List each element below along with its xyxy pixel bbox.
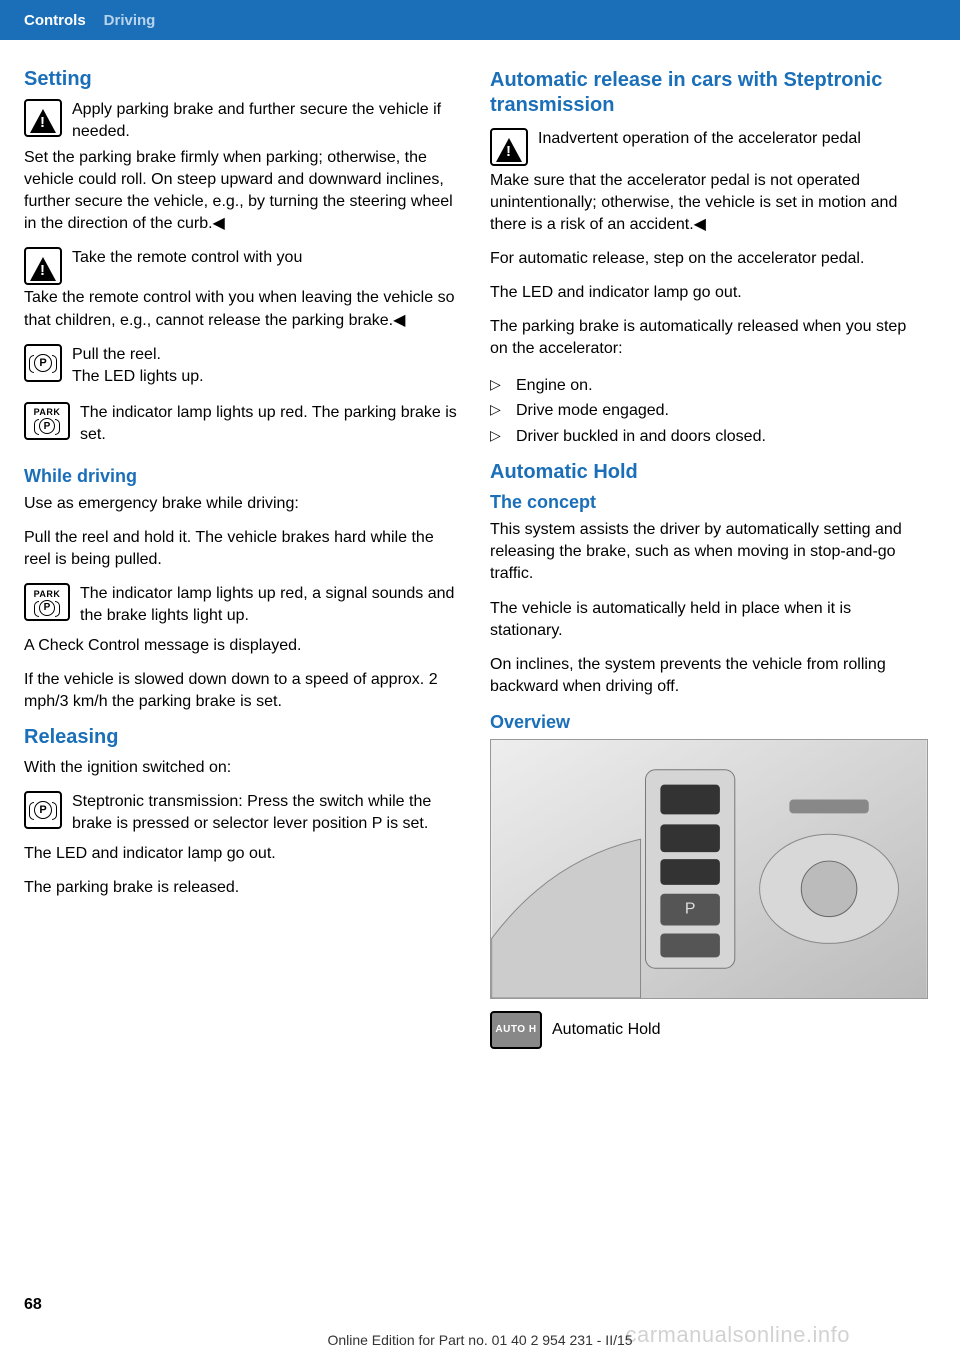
warning-text-3: Inadvertent operation of the accelerator… [538, 128, 928, 166]
page-number: 68 [24, 1296, 42, 1314]
auto-p4: The parking brake is automatically relea… [490, 316, 928, 360]
park-indicator-block-2: PARKP The indicator lamp lights up red, … [24, 583, 462, 627]
warning-block-1: Apply parking brake and further secure t… [24, 99, 462, 143]
auto-p3: The LED and indicator lamp go out. [490, 282, 928, 304]
footer-edition-text: Online Edition for Part no. 01 40 2 954 … [0, 1332, 960, 1348]
setting-paragraph-1: Set the parking brake firmly when parkin… [24, 147, 462, 235]
auto-hold-label: Automatic Hold [552, 1019, 928, 1041]
concept-p1: This system assists the driver by automa… [490, 519, 928, 585]
park-indicator-icon: PARKP [24, 402, 70, 440]
releasing-text: Steptronic transmission: Press the switc… [72, 791, 462, 835]
pull-line-1: Pull the reel. [72, 346, 161, 363]
auto-p2: For automatic release, step on the accel… [490, 248, 928, 270]
heading-overview: Overview [490, 712, 928, 733]
header-bar: Controls Driving [0, 0, 960, 40]
pull-reel-block: P Pull the reel. The LED lights up. [24, 344, 462, 388]
list-item: Driver buckled in and doors closed. [490, 424, 928, 450]
auto-h-icon: AUTO H [490, 1011, 542, 1049]
heading-automatic-release: Automatic release in cars with Steptroni… [490, 68, 928, 118]
warning-text-2a: Take the remote control with you [72, 247, 462, 285]
warning-block-3: Inadvertent operation of the accelerator… [490, 128, 928, 166]
while-driving-p2: Pull the reel and hold it. The vehicle b… [24, 527, 462, 571]
svg-text:P: P [685, 901, 696, 918]
breadcrumb-controls: Controls [24, 12, 86, 29]
conditions-list: Engine on. Drive mode engaged. Driver bu… [490, 373, 928, 450]
pull-reel-text: Pull the reel. The LED lights up. [72, 344, 462, 388]
heading-setting: Setting [24, 68, 462, 91]
heading-releasing: Releasing [24, 726, 462, 749]
releasing-p1: With the ignition switched on: [24, 757, 462, 779]
auto-hold-label-row: AUTO H Automatic Hold [490, 1011, 928, 1049]
park-indicator-text-2: The indicator lamp lights up red, a sign… [80, 583, 462, 627]
warning-text-2b: Take the remote control with you when le… [24, 287, 462, 331]
heading-automatic-hold: Automatic Hold [490, 461, 928, 484]
warning-text-1: Apply parking brake and further secure t… [72, 99, 462, 143]
concept-p3: On inclines, the system prevents the veh… [490, 654, 928, 698]
content-area: Setting Apply parking brake and further … [0, 40, 960, 1053]
left-column: Setting Apply parking brake and further … [24, 68, 462, 1053]
heading-the-concept: The concept [490, 492, 928, 513]
releasing-block: P Steptronic transmission: Press the swi… [24, 791, 462, 835]
park-indicator-icon: PARKP [24, 583, 70, 621]
parking-p-icon: P [24, 344, 62, 382]
list-item: Drive mode engaged. [490, 398, 928, 424]
warning-block-2: Take the remote control with you [24, 247, 462, 285]
concept-p2: The vehicle is automatically held in pla… [490, 598, 928, 642]
breadcrumb-driving: Driving [104, 12, 156, 29]
warning-icon [490, 128, 528, 166]
parking-p-icon: P [24, 791, 62, 829]
right-column: Automatic release in cars with Steptroni… [490, 68, 928, 1053]
overview-illustration: P [490, 739, 928, 999]
list-item: Engine on. [490, 373, 928, 399]
releasing-p4: The parking brake is released. [24, 877, 462, 899]
while-driving-p3: A Check Control message is displayed. [24, 635, 462, 657]
heading-while-driving: While driving [24, 466, 462, 487]
while-driving-p1: Use as emergency brake while driving: [24, 493, 462, 515]
releasing-p3: The LED and indicator lamp go out. [24, 843, 462, 865]
auto-p1: Make sure that the accelerator pedal is … [490, 170, 928, 236]
pull-line-2: The LED lights up. [72, 368, 204, 385]
park-indicator-text-1: The indicator lamp lights up red. The pa… [80, 402, 462, 446]
park-indicator-block-1: PARKP The indicator lamp lights up red. … [24, 402, 462, 446]
while-driving-p4: If the vehicle is slowed down down to a … [24, 669, 462, 713]
warning-icon [24, 247, 62, 285]
warning-icon [24, 99, 62, 137]
